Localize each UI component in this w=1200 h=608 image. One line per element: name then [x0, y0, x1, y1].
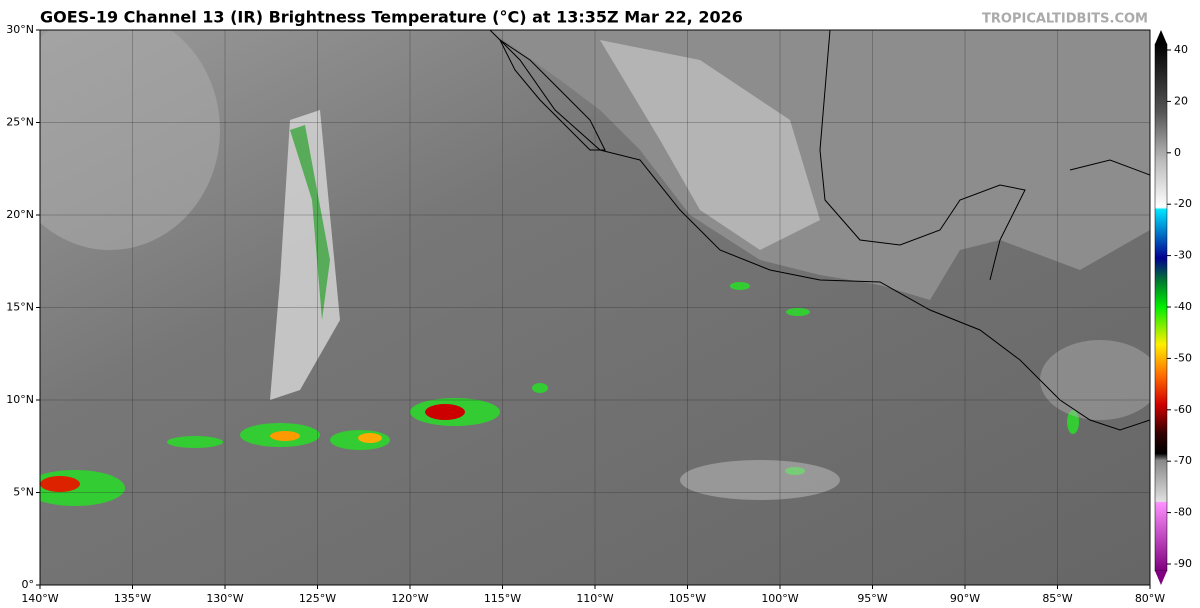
lat-label: 25°N: [6, 116, 34, 129]
lon-label: 110°W: [576, 592, 613, 605]
colorbar-label: 40: [1174, 43, 1188, 56]
lat-label: 0°: [22, 578, 35, 591]
colorbar-label: -40: [1174, 300, 1192, 313]
lat-label: 20°N: [6, 208, 34, 221]
lon-label: 105°W: [669, 592, 706, 605]
lon-label: 125°W: [299, 592, 336, 605]
lon-label: 95°W: [857, 592, 887, 605]
lon-label: 85°W: [1042, 592, 1072, 605]
colorbar-label: -30: [1174, 249, 1192, 262]
colorbar-label: 20: [1174, 94, 1188, 107]
colorbar-arrow-bottom: [1155, 571, 1167, 585]
colorbar-arrow-top: [1155, 30, 1167, 44]
colorbar-label: -80: [1174, 506, 1192, 519]
colorbar-label: -20: [1174, 197, 1192, 210]
lat-label: 5°N: [13, 486, 34, 499]
colorbar: [1154, 43, 1168, 572]
lon-label: 80°W: [1135, 592, 1165, 605]
lon-label: 140°W: [21, 592, 58, 605]
lon-label: 135°W: [114, 592, 151, 605]
colorbar-label: -70: [1174, 454, 1192, 467]
lat-label: 30°N: [6, 23, 34, 36]
colorbar-label: 0: [1174, 146, 1181, 159]
lon-label: 130°W: [206, 592, 243, 605]
credit: TROPICALTIDBITS.COM: [982, 12, 1148, 27]
lon-label: 90°W: [950, 592, 980, 605]
lon-label: 120°W: [391, 592, 428, 605]
colorbar-label: -90: [1174, 557, 1192, 570]
colorbar-label: -60: [1174, 403, 1192, 416]
lat-label: 15°N: [6, 301, 34, 314]
imagery: [40, 30, 1150, 585]
colorbar-label: -50: [1174, 351, 1192, 364]
lon-label: 100°W: [761, 592, 798, 605]
lat-label: 10°N: [6, 393, 34, 406]
lon-label: 115°W: [484, 592, 521, 605]
title: GOES-19 Channel 13 (IR) Brightness Tempe…: [40, 8, 743, 27]
